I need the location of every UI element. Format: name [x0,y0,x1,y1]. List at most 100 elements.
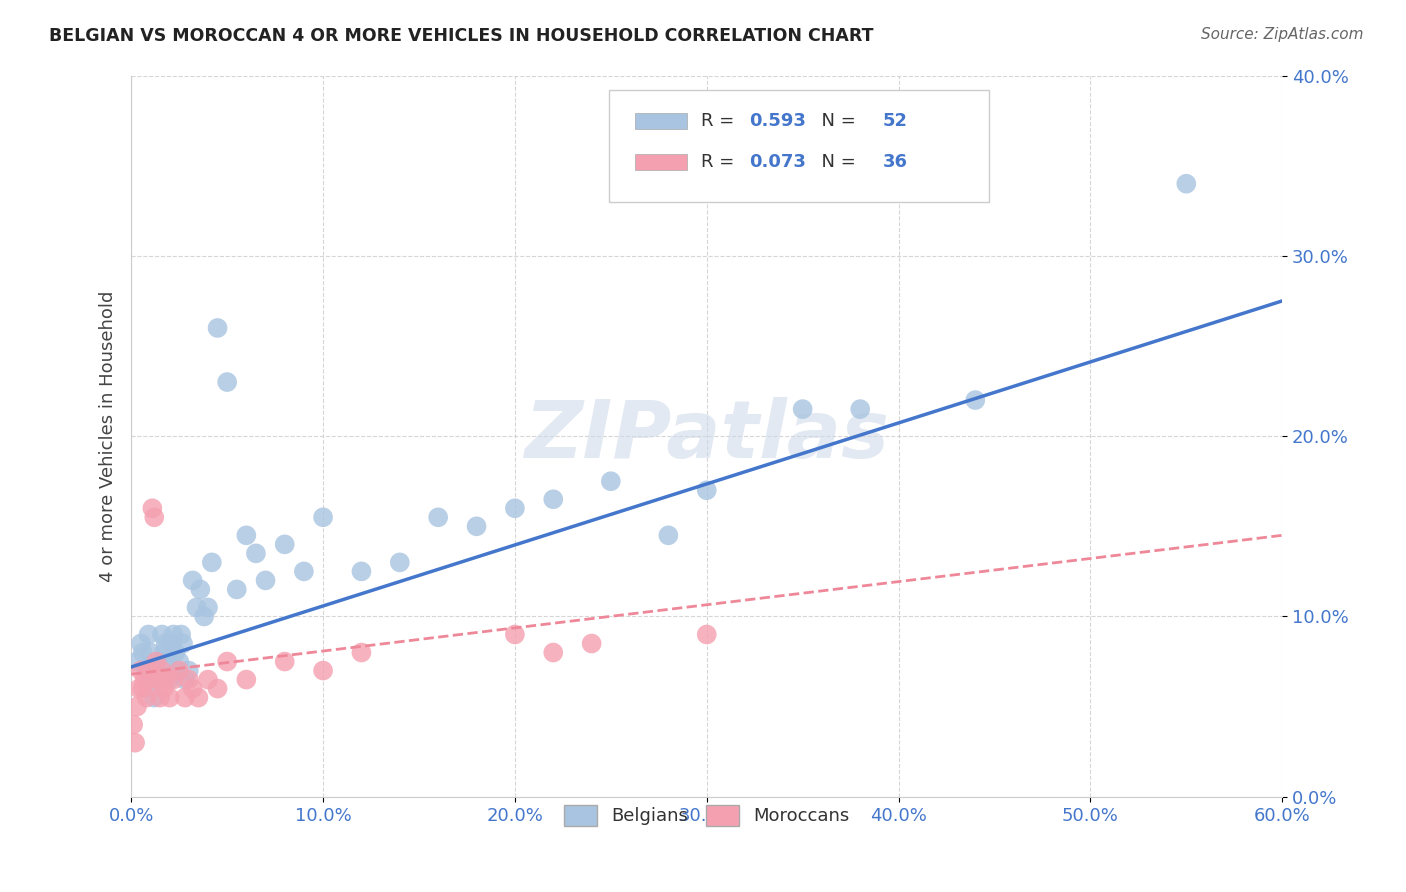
Text: 0.593: 0.593 [749,112,806,130]
Point [503,501,526,516]
Point [503,627,526,641]
Point [135,690,157,705]
Point [181,574,204,588]
Point [139,673,162,687]
Point [193,609,215,624]
Point [207,681,229,696]
Point [174,690,197,705]
Point [235,528,257,542]
Point [245,546,267,560]
Point [162,673,184,687]
Point [156,655,179,669]
Point [141,501,163,516]
Point [273,655,295,669]
Text: R =: R = [702,112,740,130]
Point [160,636,183,650]
Point [388,555,411,569]
Point [129,664,152,678]
Point [155,673,177,687]
Text: 0.073: 0.073 [749,153,806,171]
Point [138,627,160,641]
Point [217,375,239,389]
Point [543,646,565,660]
Point [124,736,146,750]
Point [125,655,148,669]
Point [150,627,173,641]
Point [128,681,150,696]
Point [350,565,373,579]
Point [792,402,814,417]
Point [201,555,224,569]
Point [581,636,603,650]
Point [312,510,335,524]
Text: BELGIAN VS MOROCCAN 4 OR MORE VEHICLES IN HOUSEHOLD CORRELATION CHART: BELGIAN VS MOROCCAN 4 OR MORE VEHICLES I… [49,27,873,45]
Point [465,519,488,533]
Point [162,627,184,641]
Text: N =: N = [810,153,862,171]
Text: R =: R = [702,153,740,171]
Point [145,664,167,678]
Point [145,655,167,669]
Point [132,646,155,660]
Point [122,717,145,731]
Point [235,673,257,687]
Point [166,664,188,678]
Legend: Belgians, Moroccans: Belgians, Moroccans [555,796,858,835]
Point [172,636,194,650]
Point [135,664,157,678]
Point [599,474,621,488]
Point [149,690,172,705]
Point [273,537,295,551]
Point [225,582,247,597]
Point [159,673,181,687]
Point [170,627,193,641]
Text: N =: N = [810,112,862,130]
Point [167,655,190,669]
Point [181,681,204,696]
Point [143,510,166,524]
Point [150,664,173,678]
Point [254,574,277,588]
Point [153,646,176,660]
Point [543,492,565,507]
Point [167,664,190,678]
Point [153,681,176,696]
Point [155,636,177,650]
Point [186,600,208,615]
Point [657,528,679,542]
Point [174,673,197,687]
Point [134,673,156,687]
Point [965,393,987,408]
Point [125,699,148,714]
Point [217,655,239,669]
Point [696,627,718,641]
Point [696,483,718,498]
Point [427,510,450,524]
Point [207,321,229,335]
Point [312,664,335,678]
Point [159,690,181,705]
Point [129,636,152,650]
Text: 52: 52 [883,112,908,130]
Point [849,402,872,417]
Point [177,673,200,687]
Text: Source: ZipAtlas.com: Source: ZipAtlas.com [1201,27,1364,42]
Point [149,655,172,669]
Point [143,690,166,705]
Y-axis label: 4 or more Vehicles in Household: 4 or more Vehicles in Household [100,291,117,582]
Point [165,646,187,660]
Point [138,664,160,678]
Point [292,565,315,579]
FancyBboxPatch shape [636,113,688,128]
FancyBboxPatch shape [609,90,988,202]
FancyBboxPatch shape [636,154,688,170]
Point [177,664,200,678]
Point [197,600,219,615]
Point [188,582,211,597]
Text: ZIPatlas: ZIPatlas [524,397,889,475]
Point [141,673,163,687]
Point [197,673,219,687]
Text: 36: 36 [883,153,908,171]
Point [139,646,162,660]
Point [132,681,155,696]
